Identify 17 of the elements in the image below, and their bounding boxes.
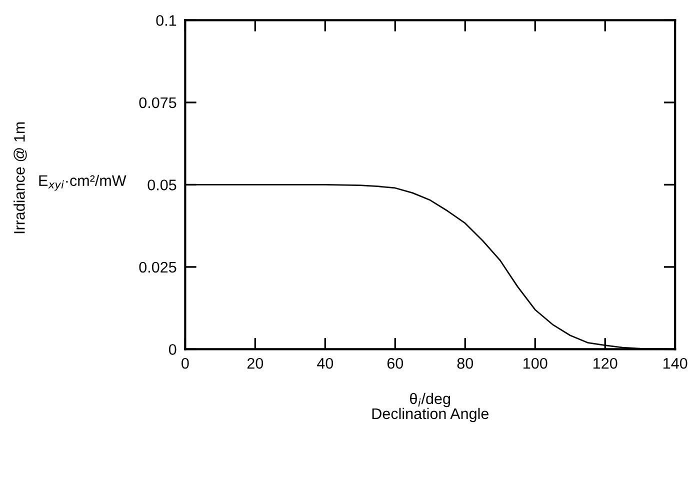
x-tick-label: 20 <box>247 358 264 369</box>
text: θ$_{i}$/deg <box>410 392 450 408</box>
x-tick-label: 100 <box>524 358 548 369</box>
y-tick-label: 0.05 <box>148 180 176 190</box>
x-tick-label: 80 <box>457 358 474 369</box>
text: E$_{xyi}$·cm²/mW <box>39 174 126 191</box>
y-tick-label: 0.075 <box>139 97 176 108</box>
y-tick-label: 0.025 <box>139 262 176 273</box>
x-tick-label: 120 <box>594 358 618 369</box>
x-tick-label: 0 <box>182 358 189 369</box>
y-tick-label: 0 <box>168 344 176 355</box>
x-tick-label: 140 <box>664 358 688 369</box>
x-axis-title: Declination Angle <box>372 408 489 422</box>
y-tick-label: 0.1 <box>156 15 176 26</box>
x-tick-label: 60 <box>387 358 404 369</box>
text: Irradiance @ 1m <box>14 122 27 234</box>
x-tick-label: 40 <box>317 358 334 369</box>
